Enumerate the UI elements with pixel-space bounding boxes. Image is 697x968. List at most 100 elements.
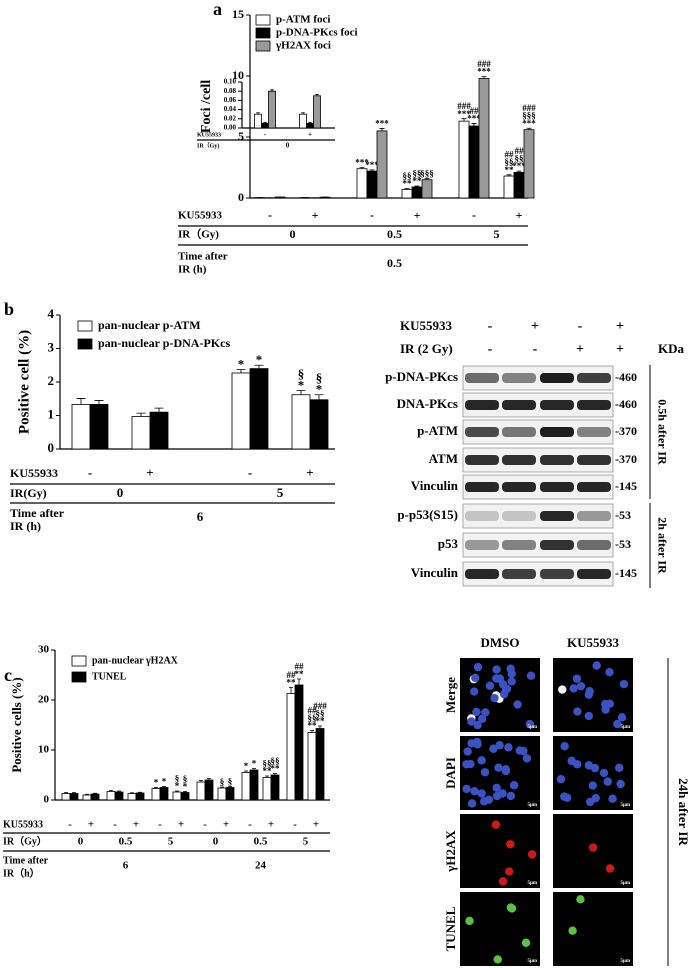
blot-kda: -53 <box>615 537 631 551</box>
cell <box>471 673 480 683</box>
cell <box>619 679 629 689</box>
error-bar <box>289 687 293 694</box>
scale-bar-label: 5μm <box>621 725 631 730</box>
x-tick-label: + <box>146 465 153 480</box>
significance-label: * <box>316 382 323 397</box>
error-bar <box>183 791 187 793</box>
bar <box>172 791 182 801</box>
significance-label: *** <box>477 67 491 77</box>
x-tick-label: - <box>248 465 252 480</box>
y-tick-label: 0 <box>44 794 50 806</box>
group-label: 5 <box>168 836 174 848</box>
group-label: 0.5 <box>254 836 268 848</box>
cell <box>560 742 569 751</box>
significance-label: ## <box>295 661 305 671</box>
group-label: 0 <box>286 142 290 150</box>
group-label: 5 <box>494 227 500 241</box>
cell <box>472 707 481 717</box>
row-label: Time after <box>178 251 228 263</box>
cell <box>522 754 532 763</box>
scale-bar-label: 5μm <box>528 803 538 808</box>
bar <box>61 793 71 801</box>
significance-label: §§ <box>271 756 280 766</box>
significance-label: ## <box>470 106 480 116</box>
cell <box>498 877 508 886</box>
cell <box>562 793 572 802</box>
blot-row-label: p-p53(S15) <box>397 507 458 522</box>
blot-band <box>577 400 611 410</box>
significance-label: ## <box>287 670 297 680</box>
error-bar <box>244 770 248 773</box>
x-tick-label: - <box>113 819 117 831</box>
cell <box>465 916 474 926</box>
error-bar <box>109 790 113 792</box>
blot-row-label: p-ATM <box>417 423 458 438</box>
blot-lane-sign: + <box>531 319 539 334</box>
significance-label: §§ <box>515 154 524 164</box>
error-bar <box>228 786 232 788</box>
cell <box>576 681 586 691</box>
error-bar <box>64 792 68 794</box>
error-bar <box>72 792 76 794</box>
error-bar <box>220 786 224 788</box>
bar <box>411 186 423 199</box>
error-bar <box>297 678 301 685</box>
significance-label: * <box>238 357 245 372</box>
error-bar <box>93 792 97 794</box>
bar <box>513 171 525 199</box>
cell <box>470 786 479 796</box>
error-bar <box>263 122 267 124</box>
bar <box>225 787 235 801</box>
bar <box>159 787 169 801</box>
row-label: Time after <box>3 855 49 866</box>
cell <box>568 926 577 935</box>
blot-band <box>465 455 499 465</box>
y-tick-label: 0.06 <box>224 96 237 104</box>
significance-label: * <box>162 777 167 787</box>
bar <box>131 416 151 450</box>
significance-label: §§ <box>505 157 514 167</box>
bar <box>261 123 269 129</box>
y-tick-label: 10 <box>232 68 244 82</box>
time-label: 0.5 <box>387 256 402 270</box>
x-tick-label: + <box>312 208 319 222</box>
x-tick-label: - <box>203 819 207 831</box>
bar <box>356 168 368 199</box>
error-bar <box>359 166 365 169</box>
cell <box>501 766 511 776</box>
significance-label: § <box>316 371 323 386</box>
cell <box>463 747 472 756</box>
group-label: 0 <box>117 485 124 500</box>
blot-band <box>540 569 574 579</box>
cell <box>599 768 609 778</box>
error-bar <box>481 76 487 79</box>
blot-lane-sign: - <box>533 342 538 357</box>
cell <box>489 744 498 753</box>
cell <box>473 662 483 672</box>
significance-label: * <box>252 759 257 769</box>
cell <box>515 746 524 755</box>
bar <box>376 130 388 199</box>
error-bar <box>273 773 277 775</box>
group-label: 5 <box>277 485 284 500</box>
cell <box>605 864 615 873</box>
cell <box>513 700 522 709</box>
legend-label: γH2AX foci <box>275 40 331 52</box>
cell <box>521 938 531 947</box>
bar <box>135 792 145 801</box>
error-bar <box>461 118 467 122</box>
blot-band <box>465 400 499 410</box>
cell <box>616 779 625 789</box>
blot-kda: -145 <box>615 479 637 493</box>
legend-swatch <box>255 40 271 52</box>
cell <box>462 784 471 794</box>
group-label: 5 <box>303 836 309 848</box>
cell <box>472 737 482 747</box>
error-bar <box>207 778 211 780</box>
cell <box>477 789 486 798</box>
blot-band <box>540 427 574 437</box>
bar <box>315 728 325 801</box>
y-axis-label: Positive cell (%) <box>16 330 32 434</box>
y-tick-label: 0 <box>48 440 55 455</box>
cell <box>567 756 576 766</box>
